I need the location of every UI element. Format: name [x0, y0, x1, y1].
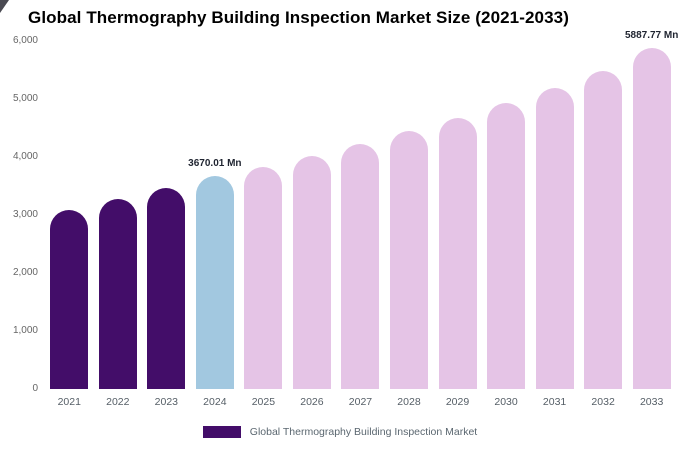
y-tick-label: 0	[32, 383, 38, 394]
bar-column-2029	[438, 41, 477, 389]
bar-column-2031	[535, 41, 574, 389]
bar-2021	[50, 210, 89, 389]
x-tick-label-2030: 2030	[494, 396, 518, 408]
bar-2030	[487, 103, 526, 389]
y-tick-label: 5,000	[12, 93, 38, 104]
x-tick-label-2021: 2021	[57, 396, 81, 408]
legend-label: Global Thermography Building Inspection …	[249, 426, 478, 438]
legend-swatch	[202, 426, 241, 438]
bar-2024	[195, 176, 234, 389]
x-tick-label-2032: 2032	[591, 396, 615, 408]
y-tick-label: 6,000	[12, 35, 38, 46]
x-tick-label-2022: 2022	[106, 396, 130, 408]
x-tick-label-2031: 2031	[542, 396, 567, 408]
bar-column-2032	[584, 41, 623, 389]
bar-2026	[292, 155, 331, 389]
x-tick-label-2025: 2025	[251, 396, 276, 408]
x-tick-label-2026: 2026	[300, 396, 324, 408]
bar-column-2026	[292, 41, 331, 389]
bar-column-2027	[341, 41, 380, 389]
bar-column-2028	[389, 41, 428, 389]
bar-column-2023	[147, 41, 186, 389]
y-tick-label: 2,000	[12, 267, 38, 278]
bar-2022	[98, 199, 137, 389]
bar-2028	[389, 130, 428, 389]
legend: Global Thermography Building Inspection …	[0, 426, 680, 438]
bar-column-2025	[244, 41, 283, 389]
bar-column-2030	[487, 41, 526, 389]
x-tick-label-2029: 2029	[445, 396, 470, 408]
x-tick-label-2028: 2028	[397, 396, 421, 408]
bar-2023	[147, 188, 186, 389]
plot-area: 3670.01 Mn 5887.77 Mn	[45, 30, 678, 389]
x-tick-label-2024: 2024	[203, 396, 227, 408]
bar-2029	[438, 118, 477, 389]
bar-2031	[535, 88, 574, 389]
bar-column-2033: 5887.77 Mn	[625, 30, 678, 389]
bar-2027	[341, 143, 380, 389]
x-tick-label-2027: 2027	[348, 396, 373, 408]
bar-2032	[584, 70, 623, 389]
x-axis-labels: 2021 2022 2023 2024 2025 2026 2027 2028 2029 2030…	[45, 396, 676, 408]
bar-column-2024: 3670.01 Mn	[188, 41, 242, 389]
y-axis: 0 1,000 2,000 3,000 4,000 5,000 6,000	[0, 35, 38, 394]
bar-2025	[244, 166, 283, 389]
bar-column-2022	[98, 41, 137, 389]
bar-2033	[632, 47, 671, 389]
y-tick-label: 4,000	[12, 151, 38, 162]
x-tick-label-2033: 2033	[639, 396, 664, 408]
data-label-2033: 5887.77 Mn	[624, 29, 679, 41]
data-label-2024: 3670.01 Mn	[188, 158, 242, 170]
x-tick-label-2023: 2023	[154, 396, 178, 408]
corner-artifact	[0, 0, 9, 13]
y-tick-label: 1,000	[12, 325, 38, 336]
chart-title: Global Thermography Building Inspection …	[28, 8, 569, 27]
bar-column-2021	[50, 41, 89, 389]
y-tick-label: 3,000	[12, 209, 38, 220]
